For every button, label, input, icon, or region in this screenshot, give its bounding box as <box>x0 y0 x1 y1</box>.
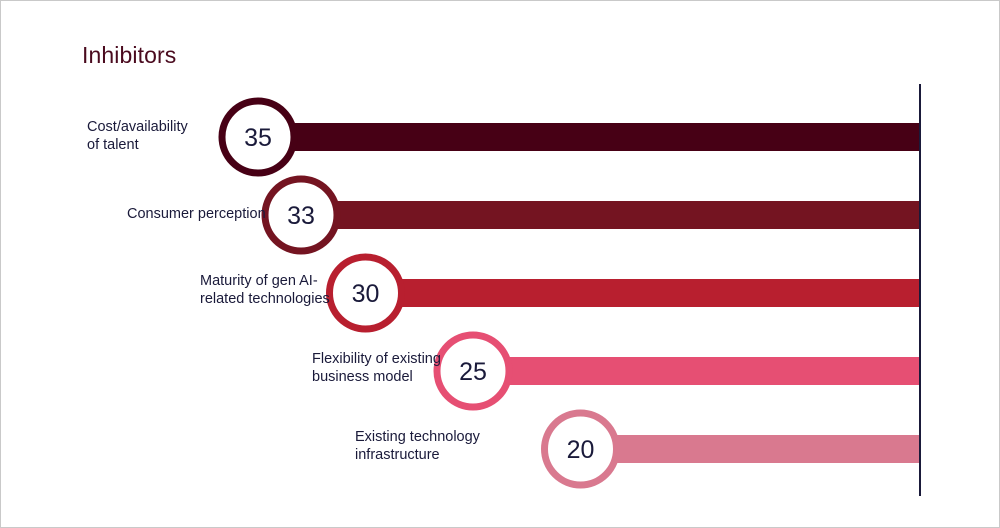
data-label-4: 25 <box>459 358 487 386</box>
data-label-2: 33 <box>287 202 315 230</box>
value-circle-1 <box>218 97 298 177</box>
value-circle-4 <box>433 331 513 411</box>
bar-4 <box>473 357 920 385</box>
value-circle-3 <box>326 253 405 333</box>
chart-title: Inhibitors <box>82 42 177 68</box>
bar-5 <box>580 435 920 463</box>
bar-3 <box>365 279 920 307</box>
category-label-1: Cost/availability of talent <box>87 119 188 153</box>
value-circle-2 <box>261 175 341 255</box>
category-label-5: Existing technology infrastructure <box>355 429 480 463</box>
value-circle-5 <box>541 409 620 489</box>
category-label-3: Maturity of gen AI- related technologies <box>200 273 330 307</box>
data-label-3: 30 <box>352 280 380 308</box>
data-label-1: 35 <box>244 124 272 152</box>
bar-2 <box>301 201 920 229</box>
category-label-2: Consumer perception <box>127 206 266 222</box>
bar-1 <box>258 123 920 151</box>
data-label-5: 20 <box>567 436 595 464</box>
category-label-4: Flexibility of existing business model <box>312 351 441 385</box>
